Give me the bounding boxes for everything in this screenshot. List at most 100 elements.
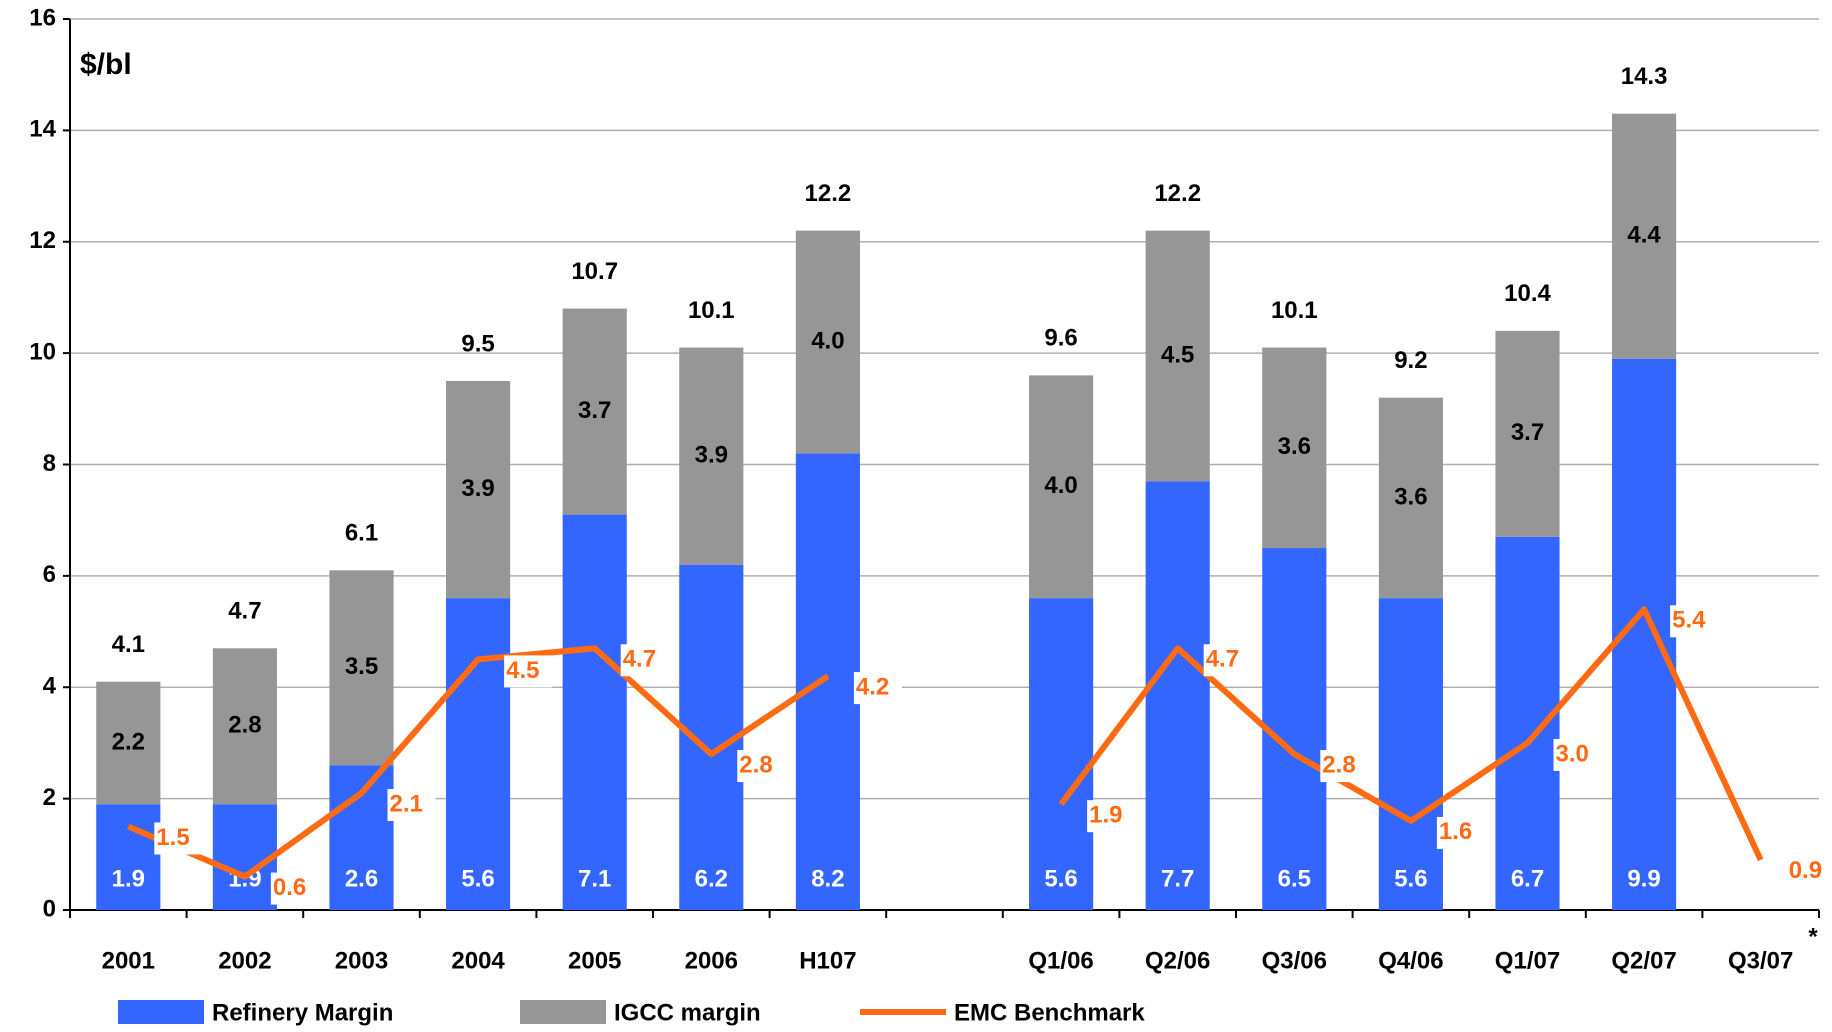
label-background <box>620 644 669 677</box>
bar-segment <box>1145 230 1210 482</box>
bar-value-label: 6.7 <box>1511 865 1544 892</box>
line-value-label: 4.7 <box>623 646 656 673</box>
bar-value-label: 2.2 <box>112 728 145 755</box>
bar-value-label: 3.7 <box>578 397 611 424</box>
bar-segment <box>329 570 394 766</box>
line-value-label: 4.7 <box>1206 646 1239 673</box>
x-tick-label: 2003 <box>335 947 388 974</box>
bar-value-label: 9.9 <box>1627 865 1660 892</box>
total-label: 10.4 <box>1504 280 1551 307</box>
x-tick-label: Q1/06 <box>1028 947 1093 974</box>
line-value-label: 4.2 <box>856 673 889 700</box>
line-value-label: 3.0 <box>1556 740 1589 767</box>
bar-segment <box>1029 375 1094 599</box>
line-value-label: 1.5 <box>156 824 189 851</box>
line-value-label: 5.4 <box>1672 607 1706 634</box>
bar-segment <box>562 514 627 910</box>
bar-value-label: 2.6 <box>345 865 378 892</box>
bar-segment <box>212 804 277 910</box>
legend-label: EMC Benchmark <box>954 999 1145 1026</box>
x-tick-label: 2006 <box>685 947 738 974</box>
bar-segment <box>446 380 511 599</box>
bar-value-label: 4.5 <box>1161 341 1194 368</box>
bar-segment <box>1378 598 1443 910</box>
x-tick-label: Q3/07 <box>1728 947 1793 974</box>
label-background <box>387 789 436 822</box>
bar-segment <box>1262 347 1327 549</box>
label-background <box>1553 738 1602 771</box>
bar-segment <box>1378 397 1443 599</box>
label-background <box>853 672 902 705</box>
bar-value-label: 4.0 <box>1044 472 1077 499</box>
label-background <box>1087 800 1136 833</box>
y-tick-label: 16 <box>29 4 56 31</box>
line-value-label: 4.5 <box>506 657 539 684</box>
x-tick-label: H107 <box>799 947 856 974</box>
bar-segment <box>96 804 161 910</box>
bar-segment <box>562 308 627 515</box>
line-value-label: 2.8 <box>1322 751 1355 778</box>
x-tick-label: 2001 <box>102 947 155 974</box>
label-background <box>1203 644 1252 677</box>
bar-value-label: 3.6 <box>1278 433 1311 460</box>
bar-segment <box>446 598 511 910</box>
y-tick-label: 10 <box>29 338 56 365</box>
bar-value-label: 6.5 <box>1278 865 1311 892</box>
bar-value-label: 4.4 <box>1627 222 1661 249</box>
line-value-label: 2.1 <box>390 790 423 817</box>
total-label: 6.1 <box>345 520 378 547</box>
legend-swatch <box>520 1000 606 1024</box>
bar-segment <box>795 230 860 454</box>
y-tick-label: 4 <box>43 673 57 700</box>
total-label: 12.2 <box>1154 180 1201 207</box>
bar-value-label: 3.9 <box>461 475 494 502</box>
bar-value-label: 8.2 <box>811 865 844 892</box>
label-background <box>154 822 203 855</box>
x-tick-label: 2002 <box>218 947 271 974</box>
x-tick-label: 2004 <box>451 947 505 974</box>
bar-value-label: 6.2 <box>695 865 728 892</box>
total-label: 9.2 <box>1394 347 1427 374</box>
y-tick-label: 12 <box>29 227 56 254</box>
bar-value-label: 5.6 <box>1044 865 1077 892</box>
bar-value-label: 3.5 <box>345 653 378 680</box>
y-axis-label: $/bl <box>80 48 132 81</box>
legend-label: IGCC margin <box>614 999 761 1026</box>
line-value-label: 1.9 <box>1089 802 1122 829</box>
total-label: 10.7 <box>571 258 618 285</box>
x-tick-label: 2005 <box>568 947 621 974</box>
bar-value-label: 5.6 <box>461 865 494 892</box>
footnote-mark: * <box>1808 923 1818 950</box>
bar-value-label: 7.1 <box>578 865 611 892</box>
legend-label: Refinery Margin <box>212 999 393 1026</box>
x-tick-label: Q2/06 <box>1145 947 1210 974</box>
total-label: 14.3 <box>1621 63 1668 90</box>
bar-segment <box>679 347 744 565</box>
label-background <box>1436 816 1485 849</box>
bar-value-label: 3.6 <box>1394 483 1427 510</box>
label-background <box>504 655 553 688</box>
bar-segment <box>1262 548 1327 910</box>
bar-segment <box>1495 330 1560 537</box>
line-value-label: 0.9 <box>1789 857 1822 884</box>
total-label: 10.1 <box>688 297 735 324</box>
line-value-label: 0.6 <box>273 874 306 901</box>
total-label: 12.2 <box>805 180 852 207</box>
bar-segment <box>1029 598 1094 910</box>
bar-segment <box>795 453 860 910</box>
x-tick-label: Q1/07 <box>1495 947 1560 974</box>
label-background <box>1320 750 1369 783</box>
y-tick-label: 6 <box>43 561 56 588</box>
bar-value-label: 5.6 <box>1394 865 1427 892</box>
total-label: 4.1 <box>112 631 145 658</box>
y-tick-label: 2 <box>43 784 56 811</box>
line-value-label: 2.8 <box>739 751 772 778</box>
total-label: 10.1 <box>1271 297 1318 324</box>
bar-value-label: 4.0 <box>811 327 844 354</box>
y-tick-label: 8 <box>43 450 56 477</box>
bar-value-label: 3.7 <box>1511 419 1544 446</box>
total-label: 9.6 <box>1044 325 1077 352</box>
x-tick-label: Q2/07 <box>1611 947 1676 974</box>
